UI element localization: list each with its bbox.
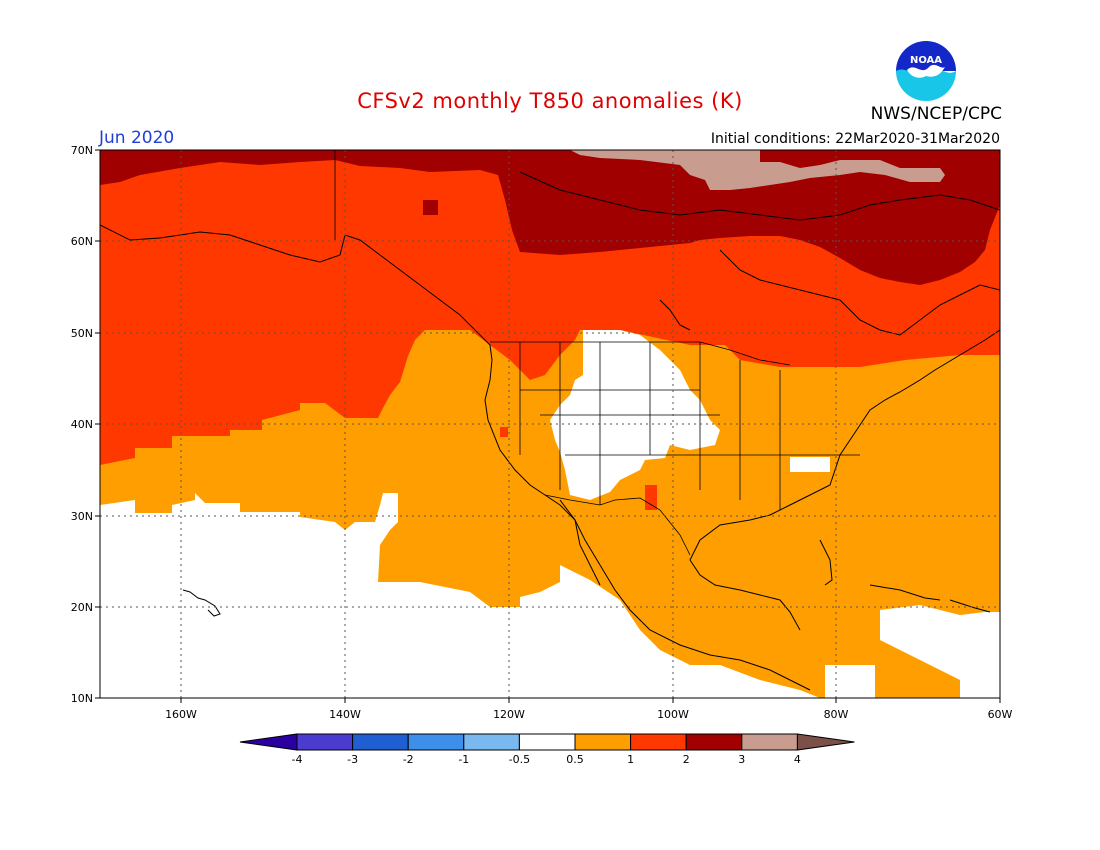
anomaly-patch-nevada: [500, 427, 508, 437]
colorbar-bin: [463, 733, 520, 751]
lon-label-140w: 140W: [329, 708, 361, 721]
political-borders: [334, 150, 860, 556]
lon-label-80w: 80W: [824, 708, 849, 721]
anomaly-region-neutral-pacific: [100, 493, 820, 698]
colorbar-tick-label: 4: [794, 753, 801, 766]
colorbar-bin: [407, 733, 465, 751]
lat-label-10n: 10N: [71, 692, 93, 705]
colorbar-tick-label: -2: [403, 753, 414, 766]
agency-label: NWS/NCEP/CPC: [870, 104, 1002, 124]
colorbar-bin: [574, 733, 632, 751]
colorbar-bin: [296, 733, 354, 751]
anomaly-patch-alaska: [423, 200, 438, 215]
colorbar-bin: [685, 733, 743, 751]
colorbar-tick-label: -4: [292, 753, 303, 766]
anomaly-region-very-strong: [570, 150, 945, 190]
colorbar-arrow-high: [796, 733, 855, 751]
coastlines: [100, 171, 1000, 691]
initial-conditions: Initial conditions: 22Mar2020-31Mar2020: [710, 131, 1000, 147]
lat-label-60n: 60N: [71, 235, 93, 248]
axis-ticks: [95, 149, 1001, 703]
map-title: CFSv2 monthly T850 anomalies (K): [357, 89, 743, 113]
colorbar-tick-label: 2: [683, 753, 690, 766]
colorbar-tick-label: 3: [738, 753, 745, 766]
colorbar-arrow-low: [239, 733, 298, 751]
lat-label-50n: 50N: [71, 327, 93, 340]
lon-label-120w: 120W: [493, 708, 525, 721]
colorbar-bin: [741, 733, 798, 751]
anomaly-patch-newmexico: [645, 485, 657, 510]
forecast-month: Jun 2020: [99, 128, 175, 148]
colorbar-bin: [352, 733, 409, 751]
colorbar-bin: [630, 733, 687, 751]
colorbar-tick-label: -3: [347, 753, 358, 766]
lat-label-70n: 70N: [71, 144, 93, 157]
lat-label-30n: 30N: [71, 510, 93, 523]
lat-label-20n: 20N: [71, 601, 93, 614]
colorbar-tick-label: 1: [627, 753, 634, 766]
logo-text: NOAA: [910, 55, 942, 66]
anomaly-region-neutral-caribbean: [880, 605, 1000, 698]
colorbar: [239, 733, 855, 751]
lon-label-100w: 100W: [657, 708, 689, 721]
colorbar-tick-label: -1: [458, 753, 469, 766]
anomaly-region-neutral-carolina: [790, 457, 830, 472]
anomaly-region-neutral-panama: [825, 665, 875, 698]
lon-label-160w: 160W: [165, 708, 197, 721]
anomaly-field: [100, 150, 1000, 698]
colorbar-bin: [518, 733, 576, 751]
colorbar-labels: -4 -3 -2 -1 -0.5 0.5 1 2 3 4: [292, 753, 801, 766]
noaa-logo: NOAA: [896, 41, 956, 101]
lat-label-40n: 40N: [71, 418, 93, 431]
lon-label-60w: 60W: [988, 708, 1013, 721]
colorbar-tick-label: 0.5: [566, 753, 584, 766]
colorbar-tick-label: -0.5: [509, 753, 530, 766]
graticule: [100, 150, 1000, 698]
